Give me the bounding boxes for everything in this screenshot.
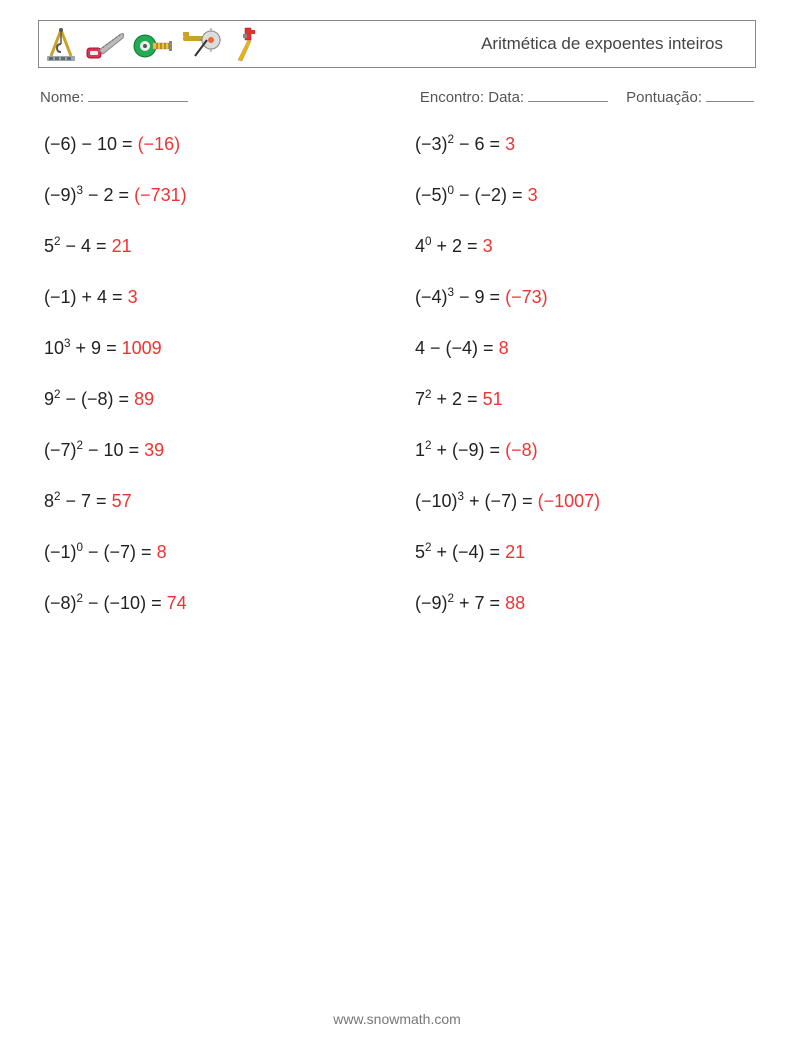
problem-answer: 51: [483, 389, 503, 409]
footer-url: www.snowmath.com: [0, 1011, 794, 1027]
problem-row: (−9)3 − 2 = (−731): [44, 185, 385, 206]
tool-icons: [45, 26, 261, 62]
problem-row: 72 + 2 = 51: [415, 389, 756, 410]
problem-expression: 103 + 9 =: [44, 338, 122, 358]
problem-expression: (−1) + 4 =: [44, 287, 128, 307]
problem-row: 92 − (−8) = 89: [44, 389, 385, 410]
problem-expression: (−3)2 − 6 =: [415, 134, 505, 154]
encounter-label: Encontro: Data:: [420, 89, 524, 106]
problem-expression: 4 − (−4) =: [415, 338, 499, 358]
problem-answer: (−73): [505, 287, 548, 307]
problems-grid: (−6) − 10 = (−16) (−3)2 − 6 = 3 (−9)3 − 2 …: [38, 134, 756, 614]
header-box: Aritmética de expoentes inteiros: [38, 20, 756, 68]
problem-answer: (−731): [134, 185, 187, 205]
problem-expression: (−1)0 − (−7) =: [44, 542, 157, 562]
problem-expression: 52 + (−4) =: [415, 542, 505, 562]
problem-row: 52 + (−4) = 21: [415, 542, 756, 563]
problem-expression: (−8)2 − (−10) =: [44, 593, 167, 613]
date-blank[interactable]: [528, 86, 608, 102]
problem-expression: 40 + 2 =: [415, 236, 483, 256]
problem-expression: (−9)3 − 2 =: [44, 185, 134, 205]
problem-answer: 1009: [122, 338, 162, 358]
problem-expression: (−4)3 − 9 =: [415, 287, 505, 307]
problem-row: (−6) − 10 = (−16): [44, 134, 385, 155]
problem-answer: 21: [505, 542, 525, 562]
chainsaw-icon: [85, 26, 125, 62]
problem-answer: (−1007): [538, 491, 601, 511]
worksheet-title: Aritmética de expoentes inteiros: [481, 34, 741, 54]
score-field: Pontuação:: [626, 86, 754, 106]
problem-expression: (−9)2 + 7 =: [415, 593, 505, 613]
problem-row: (−10)3 + (−7) = (−1007): [415, 491, 756, 512]
problem-row: 103 + 9 = 1009: [44, 338, 385, 359]
problem-expression: (−10)3 + (−7) =: [415, 491, 538, 511]
pipe-wrench-icon: [229, 26, 261, 62]
problem-answer: 8: [499, 338, 509, 358]
problem-row: (−5)0 − (−2) = 3: [415, 185, 756, 206]
meta-row: Nome: Encontro: Data: Pontuação:: [38, 86, 756, 106]
problem-row: 12 + (−9) = (−8): [415, 440, 756, 461]
problem-answer: 88: [505, 593, 525, 613]
problem-row: (−3)2 − 6 = 3: [415, 134, 756, 155]
crane-icon: [45, 26, 77, 62]
score-label: Pontuação:: [626, 89, 702, 106]
problem-answer: (−8): [505, 440, 538, 460]
problem-expression: (−5)0 − (−2) =: [415, 185, 528, 205]
problem-answer: 57: [112, 491, 132, 511]
problem-row: (−1)0 − (−7) = 8: [44, 542, 385, 563]
problem-row: (−9)2 + 7 = 88: [415, 593, 756, 614]
date-field: Encontro: Data:: [420, 86, 608, 106]
problem-expression: 12 + (−9) =: [415, 440, 505, 460]
name-field: Nome:: [40, 86, 188, 106]
problem-row: (−1) + 4 = 3: [44, 287, 385, 308]
problem-row: 82 − 7 = 57: [44, 491, 385, 512]
circular-saw-icon: [181, 26, 221, 62]
problem-expression: (−6) − 10 =: [44, 134, 138, 154]
problem-answer: 39: [144, 440, 164, 460]
problem-expression: (−7)2 − 10 =: [44, 440, 144, 460]
problem-answer: 21: [112, 236, 132, 256]
problem-expression: 52 − 4 =: [44, 236, 112, 256]
problem-row: (−7)2 − 10 = 39: [44, 440, 385, 461]
problem-expression: 82 − 7 =: [44, 491, 112, 511]
problem-expression: 92 − (−8) =: [44, 389, 134, 409]
problem-row: (−8)2 − (−10) = 74: [44, 593, 385, 614]
problem-answer: 74: [167, 593, 187, 613]
problem-row: 4 − (−4) = 8: [415, 338, 756, 359]
problem-answer: 89: [134, 389, 154, 409]
problem-answer: 3: [505, 134, 515, 154]
problem-answer: 3: [128, 287, 138, 307]
problem-row: 40 + 2 = 3: [415, 236, 756, 257]
problem-answer: 3: [528, 185, 538, 205]
problem-answer: 8: [157, 542, 167, 562]
problem-answer: (−16): [138, 134, 181, 154]
problem-row: (−4)3 − 9 = (−73): [415, 287, 756, 308]
name-blank[interactable]: [88, 86, 188, 102]
problem-expression: 72 + 2 =: [415, 389, 483, 409]
problem-answer: 3: [483, 236, 493, 256]
problem-row: 52 − 4 = 21: [44, 236, 385, 257]
score-blank[interactable]: [706, 86, 754, 102]
tape-measure-icon: [133, 26, 173, 62]
name-label: Nome:: [40, 89, 84, 106]
